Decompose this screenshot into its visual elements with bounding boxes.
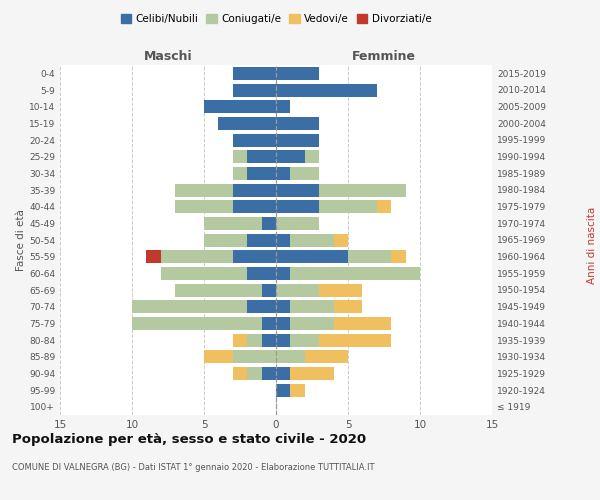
Text: Femmine: Femmine bbox=[352, 50, 416, 64]
Bar bbox=[218, 117, 276, 130]
Bar bbox=[262, 334, 276, 346]
Bar bbox=[276, 67, 319, 80]
Bar bbox=[276, 267, 290, 280]
Bar bbox=[305, 150, 319, 163]
Y-axis label: Fasce di età: Fasce di età bbox=[16, 209, 26, 271]
Bar bbox=[233, 250, 276, 263]
Bar bbox=[290, 367, 334, 380]
Bar bbox=[233, 84, 276, 96]
Text: COMUNE DI VALNEGRA (BG) - Dati ISTAT 1° gennaio 2020 - Elaborazione TUTTITALIA.I: COMUNE DI VALNEGRA (BG) - Dati ISTAT 1° … bbox=[12, 462, 374, 471]
Bar bbox=[233, 134, 276, 146]
Legend: Celibi/Nubili, Coniugati/e, Vedovi/e, Divorziati/e: Celibi/Nubili, Coniugati/e, Vedovi/e, Di… bbox=[116, 10, 436, 29]
Bar bbox=[290, 334, 319, 346]
Bar bbox=[377, 200, 391, 213]
Bar bbox=[334, 234, 348, 246]
Bar bbox=[132, 300, 247, 313]
Bar bbox=[175, 200, 233, 213]
Bar bbox=[247, 267, 276, 280]
Bar bbox=[319, 200, 377, 213]
Bar bbox=[204, 100, 276, 113]
Bar bbox=[290, 317, 334, 330]
Bar bbox=[276, 200, 319, 213]
Bar bbox=[132, 317, 262, 330]
Bar bbox=[276, 167, 290, 180]
Bar bbox=[276, 117, 319, 130]
Bar bbox=[290, 234, 334, 246]
Bar bbox=[161, 250, 233, 263]
Bar bbox=[146, 250, 161, 263]
Bar bbox=[204, 217, 262, 230]
Bar bbox=[276, 100, 290, 113]
Bar bbox=[290, 384, 305, 396]
Bar bbox=[262, 284, 276, 296]
Bar bbox=[276, 284, 319, 296]
Bar bbox=[276, 334, 290, 346]
Bar bbox=[161, 267, 247, 280]
Bar bbox=[276, 150, 305, 163]
Bar bbox=[233, 200, 276, 213]
Bar bbox=[204, 350, 233, 363]
Bar bbox=[175, 284, 262, 296]
Bar bbox=[233, 334, 247, 346]
Bar bbox=[276, 367, 290, 380]
Bar bbox=[276, 184, 319, 196]
Bar bbox=[247, 167, 276, 180]
Bar bbox=[276, 84, 377, 96]
Bar bbox=[391, 250, 406, 263]
Bar bbox=[305, 350, 348, 363]
Bar bbox=[290, 300, 334, 313]
Text: Anni di nascita: Anni di nascita bbox=[587, 206, 597, 284]
Bar bbox=[276, 217, 319, 230]
Bar bbox=[319, 284, 362, 296]
Bar bbox=[276, 317, 290, 330]
Bar bbox=[319, 334, 391, 346]
Bar bbox=[233, 184, 276, 196]
Text: Maschi: Maschi bbox=[143, 50, 193, 64]
Bar bbox=[276, 234, 290, 246]
Bar bbox=[233, 367, 247, 380]
Bar bbox=[233, 150, 247, 163]
Bar bbox=[334, 317, 391, 330]
Bar bbox=[290, 167, 319, 180]
Bar bbox=[233, 350, 276, 363]
Bar bbox=[276, 384, 290, 396]
Bar bbox=[233, 167, 247, 180]
Bar bbox=[276, 300, 290, 313]
Bar bbox=[334, 300, 362, 313]
Bar bbox=[276, 350, 305, 363]
Bar bbox=[204, 234, 247, 246]
Bar bbox=[247, 234, 276, 246]
Bar bbox=[233, 67, 276, 80]
Bar bbox=[262, 317, 276, 330]
Bar bbox=[262, 367, 276, 380]
Bar bbox=[319, 184, 406, 196]
Bar bbox=[247, 367, 262, 380]
Bar bbox=[247, 334, 262, 346]
Text: Popolazione per età, sesso e stato civile - 2020: Popolazione per età, sesso e stato civil… bbox=[12, 432, 366, 446]
Bar bbox=[262, 217, 276, 230]
Bar bbox=[348, 250, 391, 263]
Bar bbox=[247, 150, 276, 163]
Bar bbox=[276, 250, 348, 263]
Bar bbox=[247, 300, 276, 313]
Bar bbox=[175, 184, 233, 196]
Bar bbox=[290, 267, 420, 280]
Bar bbox=[276, 134, 319, 146]
